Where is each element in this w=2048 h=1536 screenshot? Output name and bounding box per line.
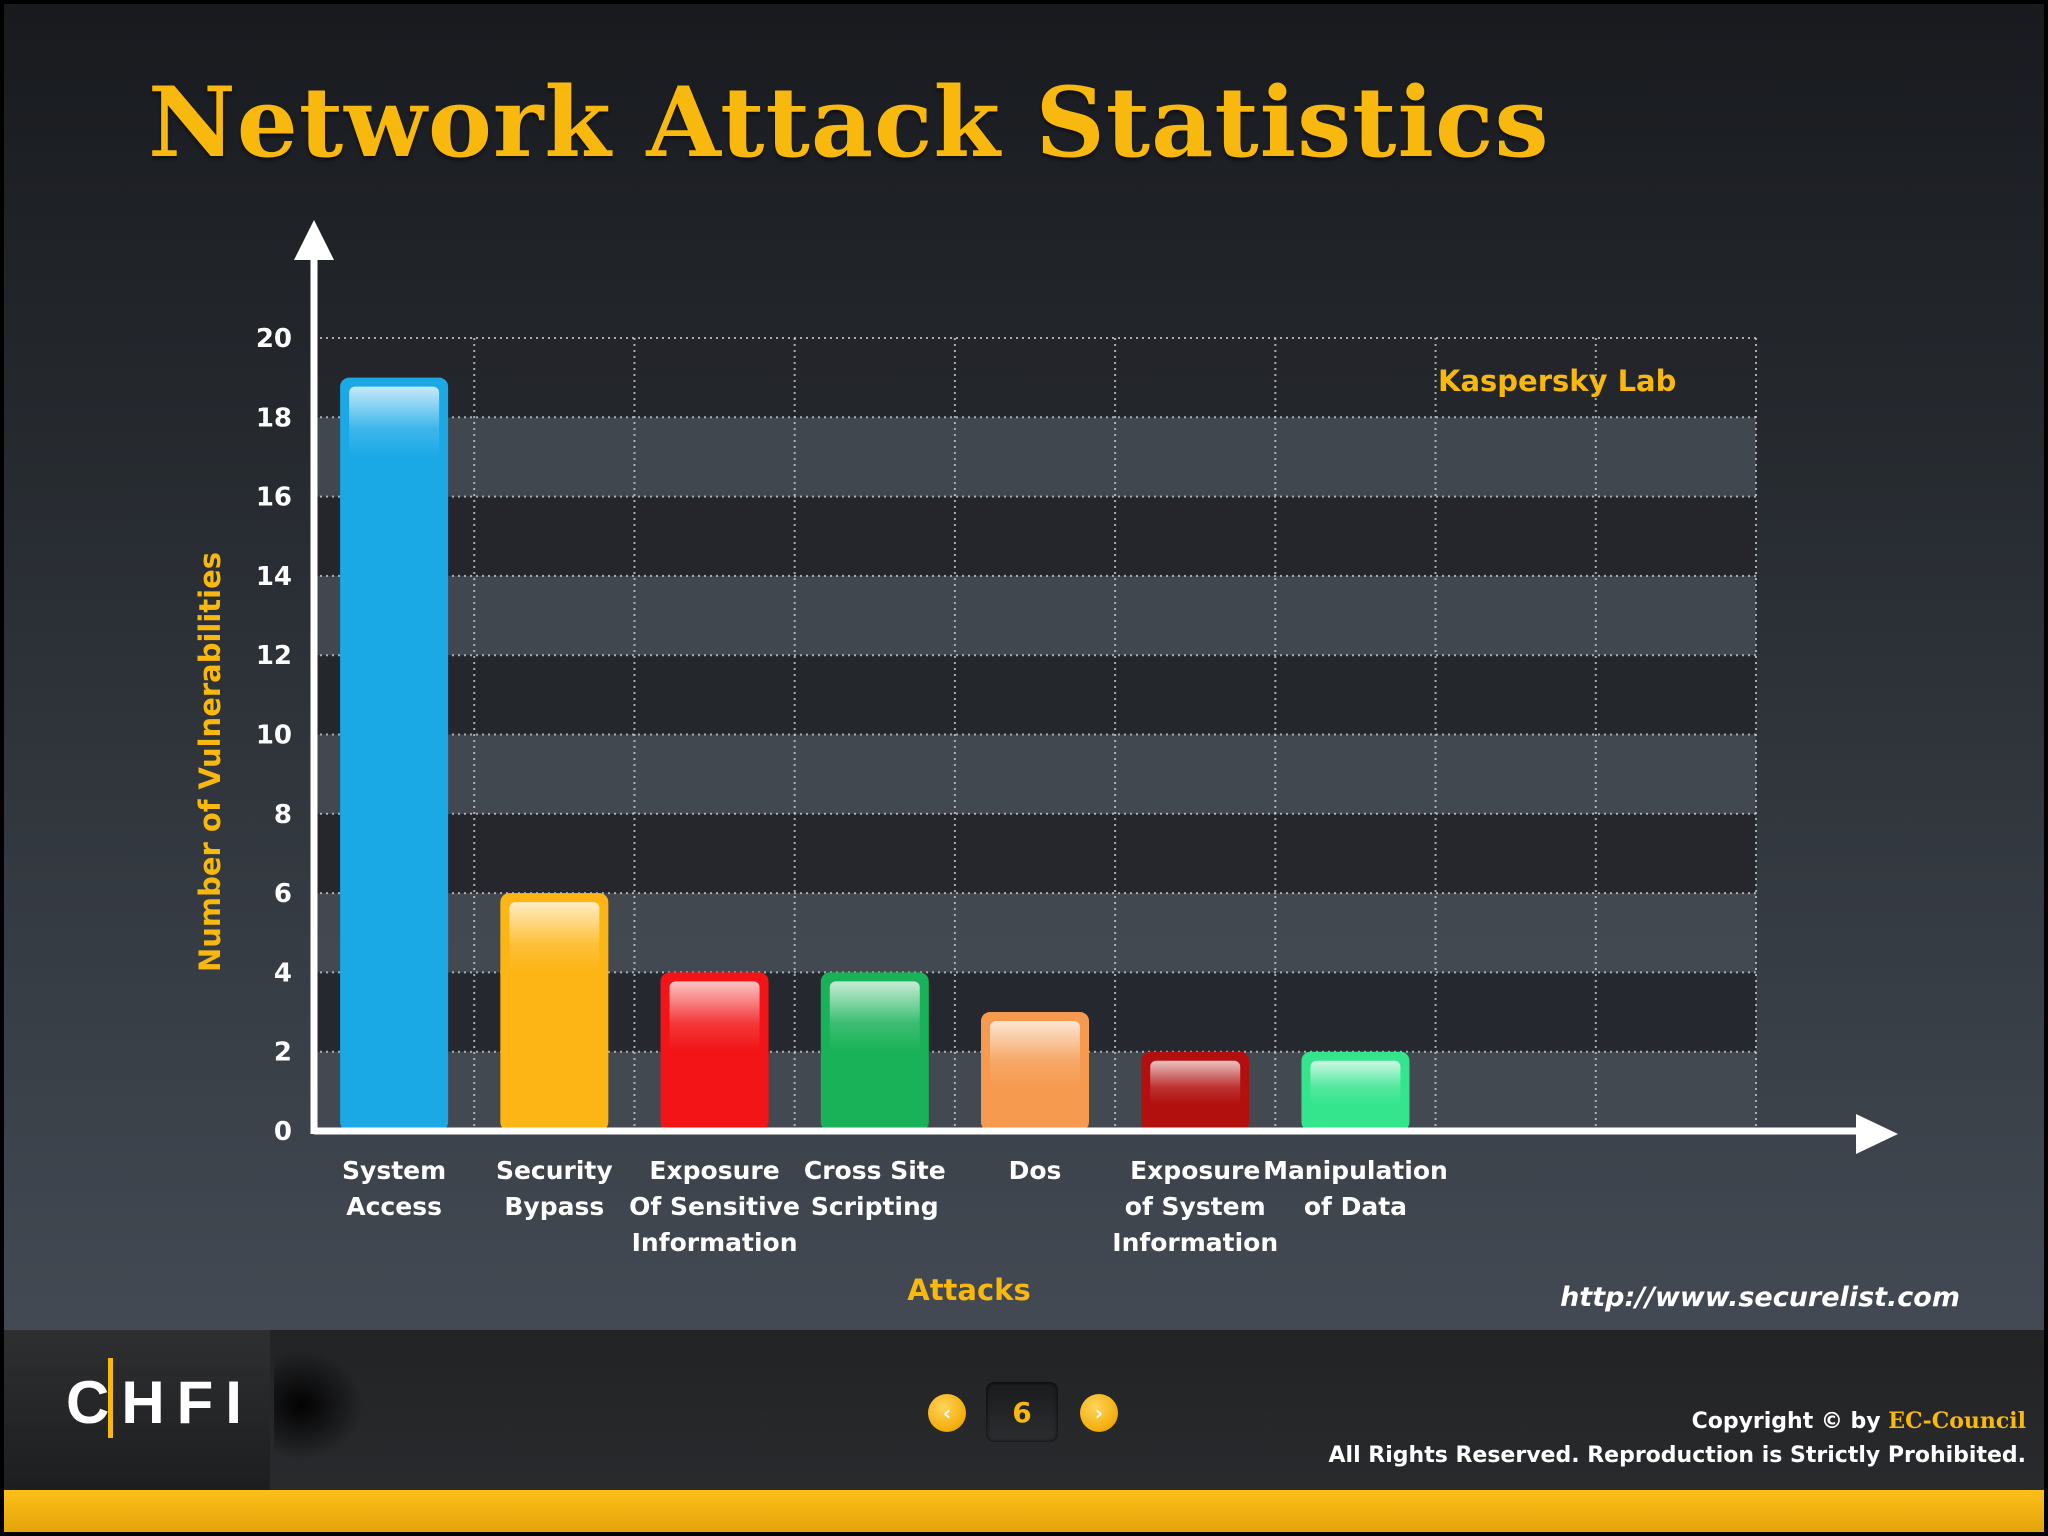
prev-slide-button[interactable]: ‹ — [928, 1394, 966, 1432]
y-tick-labels: 0 2 4 6 8 10 12 14 16 18 20 — [256, 324, 292, 1147]
bar-gloss — [1150, 1060, 1241, 1105]
bar-group — [500, 893, 609, 1131]
x-category-label: Exposure of System Information — [1112, 1156, 1278, 1257]
source-url[interactable]: http://www.securelist.com — [1560, 1282, 1960, 1313]
x-category-label-line: Security — [496, 1156, 613, 1185]
bar-gloss — [669, 981, 760, 1052]
bar-gloss — [509, 902, 600, 973]
plot-band — [314, 417, 1756, 497]
y-tick-label: 18 — [256, 403, 292, 433]
plot-background — [314, 338, 1756, 1131]
plot-band — [314, 496, 1756, 576]
bar-gloss — [990, 1021, 1080, 1087]
x-category-label: System Access — [342, 1156, 446, 1221]
bar-gloss — [829, 981, 920, 1052]
x-axis-title: Attacks — [907, 1273, 1030, 1307]
plot-band — [314, 813, 1756, 894]
x-axis-arrow-icon — [1856, 1114, 1898, 1154]
page-number: 6 — [986, 1382, 1058, 1442]
y-tick-label: 10 — [256, 721, 292, 751]
x-category-label: Dos — [1009, 1156, 1062, 1185]
x-category-label-line: Cross Site — [804, 1156, 946, 1185]
bar-group — [1141, 1051, 1250, 1131]
y-axis-arrow-icon — [294, 220, 334, 260]
bar-group — [660, 972, 769, 1131]
brand-name: EC-Council — [1888, 1408, 2026, 1434]
bar-gloss — [1310, 1060, 1401, 1105]
source-annotation: Kaspersky Lab — [1438, 364, 1676, 398]
x-category-label: Security Bypass — [496, 1156, 613, 1221]
chart-axes — [294, 220, 1898, 1154]
x-category-label-line: Exposure — [649, 1156, 779, 1185]
plot-band — [314, 734, 1756, 814]
y-axis-title: Number of Vulnerabilities — [193, 552, 227, 972]
x-category-label-line: Bypass — [504, 1192, 604, 1221]
slide-title: Network Attack Statistics — [148, 66, 1550, 179]
y-tick-label: 16 — [256, 483, 292, 513]
bar-gloss — [349, 386, 440, 457]
y-tick-label: 20 — [256, 324, 292, 354]
x-category-label-line: Dos — [1009, 1156, 1062, 1185]
x-category-label-line: Manipulation — [1263, 1156, 1448, 1185]
slide: Network Attack Statistics 0 2 4 6 8 10 12 14 16 1… — [4, 4, 2044, 1532]
y-tick-label: 2 — [274, 1038, 292, 1068]
plot-band — [314, 338, 1756, 418]
y-tick-label: 14 — [256, 562, 292, 592]
y-tick-label: 0 — [274, 1117, 292, 1147]
y-tick-label: 6 — [274, 879, 292, 909]
x-category-label-line: Access — [346, 1192, 442, 1221]
next-slide-button[interactable]: › — [1080, 1394, 1118, 1432]
x-category-label-line: Exposure — [1130, 1156, 1260, 1185]
x-category-label: Manipulation of Data — [1263, 1156, 1448, 1221]
x-category-label-line: Information — [1112, 1228, 1278, 1257]
x-category-label-line: System — [342, 1156, 446, 1185]
bar-group — [820, 972, 929, 1131]
x-category-labels: System Access Security Bypass Exposure Of Sen… — [342, 1156, 1448, 1257]
y-tick-label: 4 — [274, 958, 292, 988]
chevron-left-icon: ‹ — [942, 1401, 952, 1425]
x-category-label-line: Of Sensitive — [629, 1192, 800, 1221]
y-tick-label: 8 — [274, 800, 292, 830]
chevron-right-icon: › — [1094, 1401, 1104, 1425]
x-category-label: Cross Site Scripting — [804, 1156, 946, 1221]
plot-band — [314, 655, 1756, 735]
plot-band — [314, 575, 1756, 656]
bar-group — [1301, 1051, 1410, 1131]
x-category-label-line: Scripting — [811, 1192, 939, 1221]
bar-chart: 0 2 4 6 8 10 12 14 16 18 20 System Access Security By… — [193, 220, 1898, 1307]
x-category-label: Exposure Of Sensitive Information — [629, 1156, 800, 1257]
copyright-notice: Copyright © by EC-Council All Rights Res… — [1329, 1404, 2026, 1473]
bars-group — [340, 377, 1410, 1131]
x-category-label-line: of System — [1125, 1192, 1266, 1221]
copyright-prefix: Copyright © by — [1691, 1409, 1889, 1434]
logo-divider — [108, 1358, 113, 1438]
logo-shadow — [274, 1350, 364, 1460]
chfi-logo: CHFI — [66, 1369, 254, 1436]
x-category-label-line: Information — [632, 1228, 798, 1257]
bar-group — [340, 377, 449, 1131]
footer-accent-bar — [4, 1490, 2044, 1532]
footer: CHFI ‹ 6 › Copyright © by EC-Council All… — [4, 1330, 2044, 1532]
y-tick-label: 12 — [256, 641, 292, 671]
bar — [340, 377, 449, 1131]
x-category-label-line: of Data — [1304, 1192, 1407, 1221]
rights-text: All Rights Reserved. Reproduction is Str… — [1328, 1443, 2026, 1468]
logo-box: CHFI — [4, 1330, 270, 1490]
bar-group — [981, 1012, 1089, 1131]
